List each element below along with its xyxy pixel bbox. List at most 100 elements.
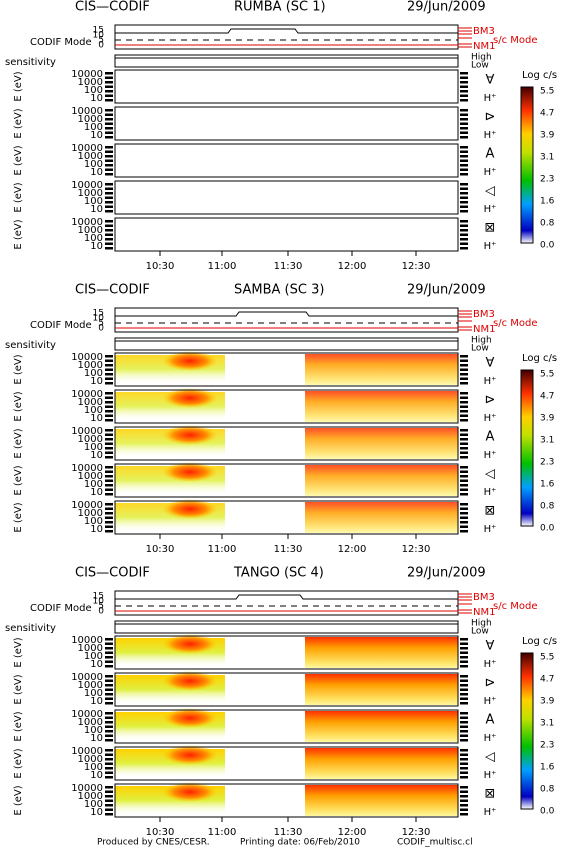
energy-tick: 1000 <box>78 680 103 691</box>
panel-tick <box>460 205 468 208</box>
energy-tick: 10000 <box>71 746 103 757</box>
panel-tick <box>460 470 468 473</box>
panel-tick <box>460 758 468 761</box>
panel-tick <box>105 146 113 149</box>
spectrum-fill <box>305 674 458 705</box>
mode-title: s/c Mode <box>493 318 538 329</box>
mode-title: s/c Mode <box>493 35 538 46</box>
panel-tick <box>105 516 113 519</box>
colorbar-tick: 0.8 <box>540 502 555 512</box>
direction: ⊳ <box>485 110 496 125</box>
energy-tick: 10 <box>90 167 103 178</box>
species: H⁺ <box>484 807 497 818</box>
energy-tick: 1000 <box>78 471 103 482</box>
panel-tick <box>460 656 468 659</box>
energy-tick: 100 <box>84 516 103 527</box>
panel-tick <box>105 210 113 213</box>
mode-label: CODIF Mode <box>30 320 92 331</box>
panel-tick <box>460 201 468 204</box>
panel-tick <box>460 164 468 167</box>
energy-tick: 1000 <box>78 188 103 199</box>
panel-tick <box>105 392 113 395</box>
panel-tick <box>460 790 468 793</box>
energy-panel <box>114 106 459 141</box>
panel-tick <box>105 697 113 700</box>
footer: Produced by CNES/CESR. <box>97 838 210 848</box>
panel-tick <box>460 150 468 153</box>
panel-tick <box>460 183 468 186</box>
time-label: 11:30 <box>274 827 303 838</box>
panel-tick <box>105 131 113 134</box>
panel-tick <box>460 433 468 436</box>
time-label: 12:30 <box>402 261 431 272</box>
panel-tick <box>105 651 113 654</box>
energy-tick: 10000 <box>71 500 103 511</box>
colorbar-tick: 3.1 <box>540 436 554 446</box>
species: H⁺ <box>484 659 497 670</box>
panel-tick <box>105 702 113 705</box>
energy-tick: 100 <box>84 479 103 490</box>
panel-tick <box>105 433 113 436</box>
panel-tick <box>105 721 113 724</box>
panel-tick <box>460 647 468 650</box>
sensitivity-level: High <box>471 619 492 629</box>
colorbar-tick: 0.8 <box>540 219 555 229</box>
direction: ◁ <box>485 467 495 482</box>
energy-tick: 10 <box>90 204 103 215</box>
species: H⁺ <box>484 733 497 744</box>
energy-label: E (eV) <box>13 785 24 815</box>
energy-tick: 100 <box>84 368 103 379</box>
direction: ∀ <box>486 639 495 654</box>
energy-tick: 1000 <box>78 754 103 765</box>
panel-tick <box>105 479 113 482</box>
energy-tick: 10000 <box>71 143 103 154</box>
energy-tick: 10000 <box>71 463 103 474</box>
species: H⁺ <box>484 130 497 141</box>
energy-tick: 10000 <box>71 352 103 363</box>
mode-tick: 10 <box>93 31 105 41</box>
time-label: 10:30 <box>146 261 175 272</box>
panel-tick <box>105 233 113 236</box>
mode-name: NM1 <box>473 607 495 618</box>
time-label: 12:30 <box>402 827 431 838</box>
energy-tick: 10 <box>90 807 103 818</box>
colorbar-title: Log c/s <box>522 353 557 364</box>
mode-tick: 0 <box>98 607 104 617</box>
species: H⁺ <box>484 696 497 707</box>
colorbar-tick: 0.0 <box>540 241 555 251</box>
energy-tick: 10 <box>90 487 103 498</box>
panel-tick <box>460 220 468 223</box>
panel-tick <box>105 712 113 715</box>
panel-tick <box>460 693 468 696</box>
panel-tick <box>105 72 113 75</box>
spacecraft: SAMBA (SC 3) <box>234 283 324 298</box>
energy-tick: 100 <box>84 196 103 207</box>
panel-tick <box>460 479 468 482</box>
mode-tick: 5 <box>98 36 104 46</box>
species: H⁺ <box>484 450 497 461</box>
panel-tick <box>460 146 468 149</box>
panel-tick <box>105 808 113 811</box>
panel-tick <box>460 196 468 199</box>
colorbar-tick: 1.6 <box>540 480 555 490</box>
colorbar-tick: 0.0 <box>540 524 555 534</box>
colorbar-tick: 4.7 <box>540 109 554 119</box>
panel-tick <box>105 493 113 496</box>
spectrogram <box>115 351 458 385</box>
energy-tick: 1000 <box>78 397 103 408</box>
energy-tick: 10000 <box>71 389 103 400</box>
energy-label: E (eV) <box>13 145 24 175</box>
panel-tick <box>460 475 468 478</box>
panel-tick <box>460 238 468 241</box>
panel-tick <box>105 382 113 385</box>
panel-tick <box>460 721 468 724</box>
colorbar-tick: 1.6 <box>540 763 555 773</box>
mode-tick: 10 <box>93 314 105 324</box>
panel-tick <box>105 401 113 404</box>
date: 29/Jun/2009 <box>407 283 486 298</box>
sensitivity-level: High <box>471 53 492 63</box>
panel-tick <box>460 90 468 93</box>
panel-tick <box>460 716 468 719</box>
mode-tick: 10 <box>93 597 105 607</box>
panel-tick <box>105 684 113 687</box>
